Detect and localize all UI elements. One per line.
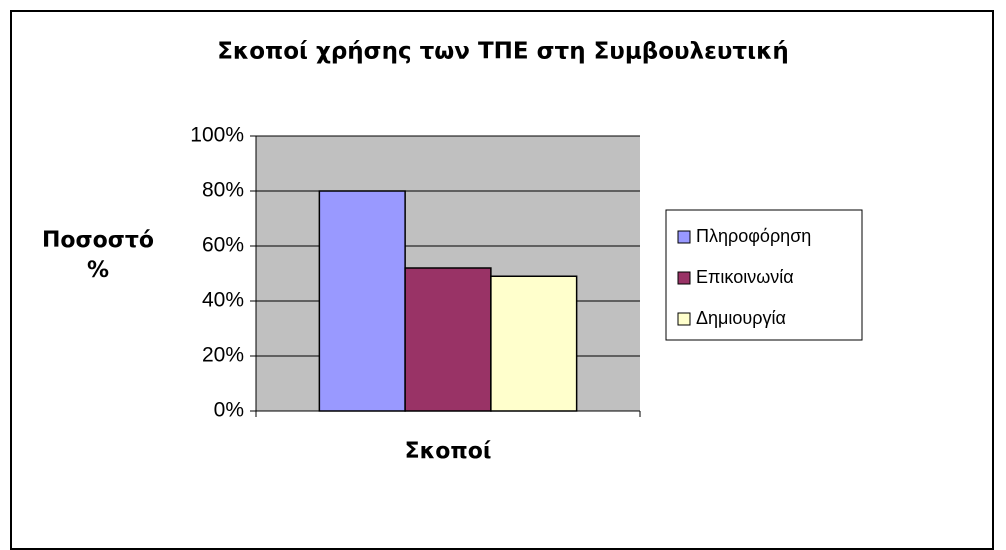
legend-swatch [677, 230, 691, 244]
legend-swatch [677, 312, 691, 326]
y-tick-label: 20% [202, 344, 244, 367]
y-tick-label: 40% [202, 289, 244, 312]
bar [318, 190, 406, 412]
legend-label: Δημιουργία [696, 308, 786, 328]
chart: Σκοποί χρήσης των ΤΠΕ στη Συμβουλευτική … [190, 39, 863, 464]
bar [404, 267, 492, 412]
y-axis-title: Ποσοστό % [41, 228, 155, 283]
y-tick-label: 80% [202, 179, 244, 202]
y-tick-label: 100% [190, 124, 244, 147]
y-tick-label: 0% [214, 399, 244, 422]
y-tick-label: 60% [202, 234, 244, 257]
chart-title: Σκοποί χρήσης των ΤΠΕ στη Συμβουλευτική [217, 39, 789, 65]
legend-label: Πληροφόρηση [696, 226, 811, 246]
legend-label: Επικοινωνία [696, 267, 794, 287]
legend-swatch [677, 271, 691, 285]
x-axis-title: Σκοποί [405, 439, 492, 464]
legend-box [665, 209, 863, 341]
bar [490, 275, 578, 412]
